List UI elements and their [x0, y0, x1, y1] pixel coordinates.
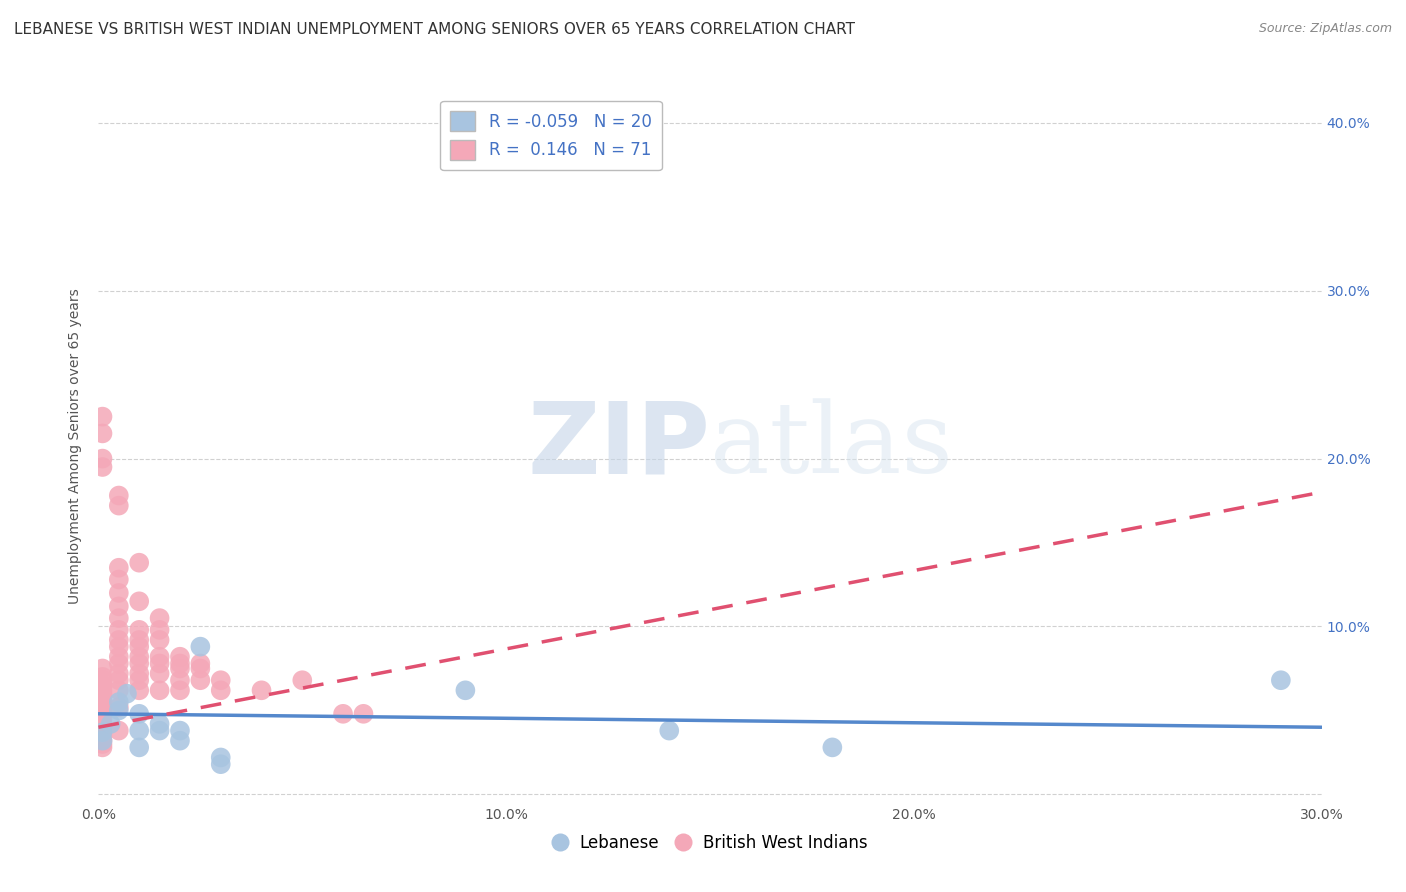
Point [91, 695, 114, 709]
Text: atlas: atlas [710, 398, 953, 494]
Point [188, 661, 212, 675]
Point [149, 649, 172, 664]
Point [108, 703, 131, 717]
Point [91, 460, 114, 475]
Point [108, 700, 131, 714]
Point [108, 723, 131, 738]
Text: LEBANESE VS BRITISH WEST INDIAN UNEMPLOYMENT AMONG SENIORS OVER 65 YEARS CORRELA: LEBANESE VS BRITISH WEST INDIAN UNEMPLOY… [14, 22, 855, 37]
Point [454, 683, 477, 698]
Point [169, 673, 191, 688]
Point [115, 687, 138, 701]
Point [108, 573, 131, 587]
Point [108, 666, 131, 681]
Point [108, 649, 131, 664]
Point [91, 678, 114, 692]
Point [188, 657, 212, 671]
Point [188, 640, 212, 654]
Point [108, 586, 131, 600]
Point [149, 683, 172, 698]
Point [128, 673, 150, 688]
Point [108, 640, 131, 654]
Point [128, 632, 150, 647]
Point [128, 556, 150, 570]
Point [128, 640, 150, 654]
Point [209, 673, 232, 688]
Point [821, 740, 844, 755]
Point [91, 690, 114, 704]
Point [128, 706, 150, 721]
Point [108, 599, 131, 614]
Point [108, 499, 131, 513]
Point [149, 632, 172, 647]
Point [108, 560, 131, 574]
Point [128, 666, 150, 681]
Point [149, 657, 172, 671]
Point [91, 733, 114, 747]
Point [169, 733, 191, 747]
Point [91, 673, 114, 688]
Point [128, 594, 150, 608]
Point [149, 611, 172, 625]
Text: ZIP: ZIP [527, 398, 710, 494]
Point [91, 426, 114, 441]
Point [149, 723, 172, 738]
Point [108, 673, 131, 688]
Point [91, 733, 114, 747]
Point [91, 687, 114, 701]
Point [91, 451, 114, 466]
Legend: Lebanese, British West Indians: Lebanese, British West Indians [547, 828, 873, 859]
Point [108, 623, 131, 637]
Point [169, 723, 191, 738]
Point [91, 723, 114, 738]
Point [128, 657, 150, 671]
Point [169, 683, 191, 698]
Point [108, 611, 131, 625]
Point [128, 623, 150, 637]
Point [169, 649, 191, 664]
Point [91, 725, 114, 739]
Point [91, 670, 114, 684]
Point [91, 706, 114, 721]
Point [658, 723, 681, 738]
Point [169, 661, 191, 675]
Point [209, 750, 232, 764]
Point [91, 712, 114, 726]
Point [108, 632, 131, 647]
Text: Source: ZipAtlas.com: Source: ZipAtlas.com [1258, 22, 1392, 36]
Point [91, 720, 114, 734]
Point [209, 757, 232, 772]
Point [91, 661, 114, 675]
Point [128, 683, 150, 698]
Point [149, 666, 172, 681]
Point [332, 706, 354, 721]
Point [91, 717, 114, 731]
Point [91, 683, 114, 698]
Point [91, 703, 114, 717]
Point [188, 673, 212, 688]
Point [291, 673, 314, 688]
Point [100, 717, 122, 731]
Point [108, 489, 131, 503]
Point [91, 409, 114, 424]
Point [91, 700, 114, 714]
Point [169, 657, 191, 671]
Point [209, 683, 232, 698]
Point [149, 623, 172, 637]
Point [91, 737, 114, 751]
Point [128, 649, 150, 664]
Point [128, 740, 150, 755]
Point [128, 723, 150, 738]
Point [108, 695, 131, 709]
Y-axis label: Unemployment Among Seniors over 65 years: Unemployment Among Seniors over 65 years [69, 288, 83, 604]
Point [108, 683, 131, 698]
Point [1270, 673, 1292, 688]
Point [108, 657, 131, 671]
Point [250, 683, 273, 698]
Point [149, 717, 172, 731]
Point [91, 740, 114, 755]
Point [91, 729, 114, 743]
Point [352, 706, 374, 721]
